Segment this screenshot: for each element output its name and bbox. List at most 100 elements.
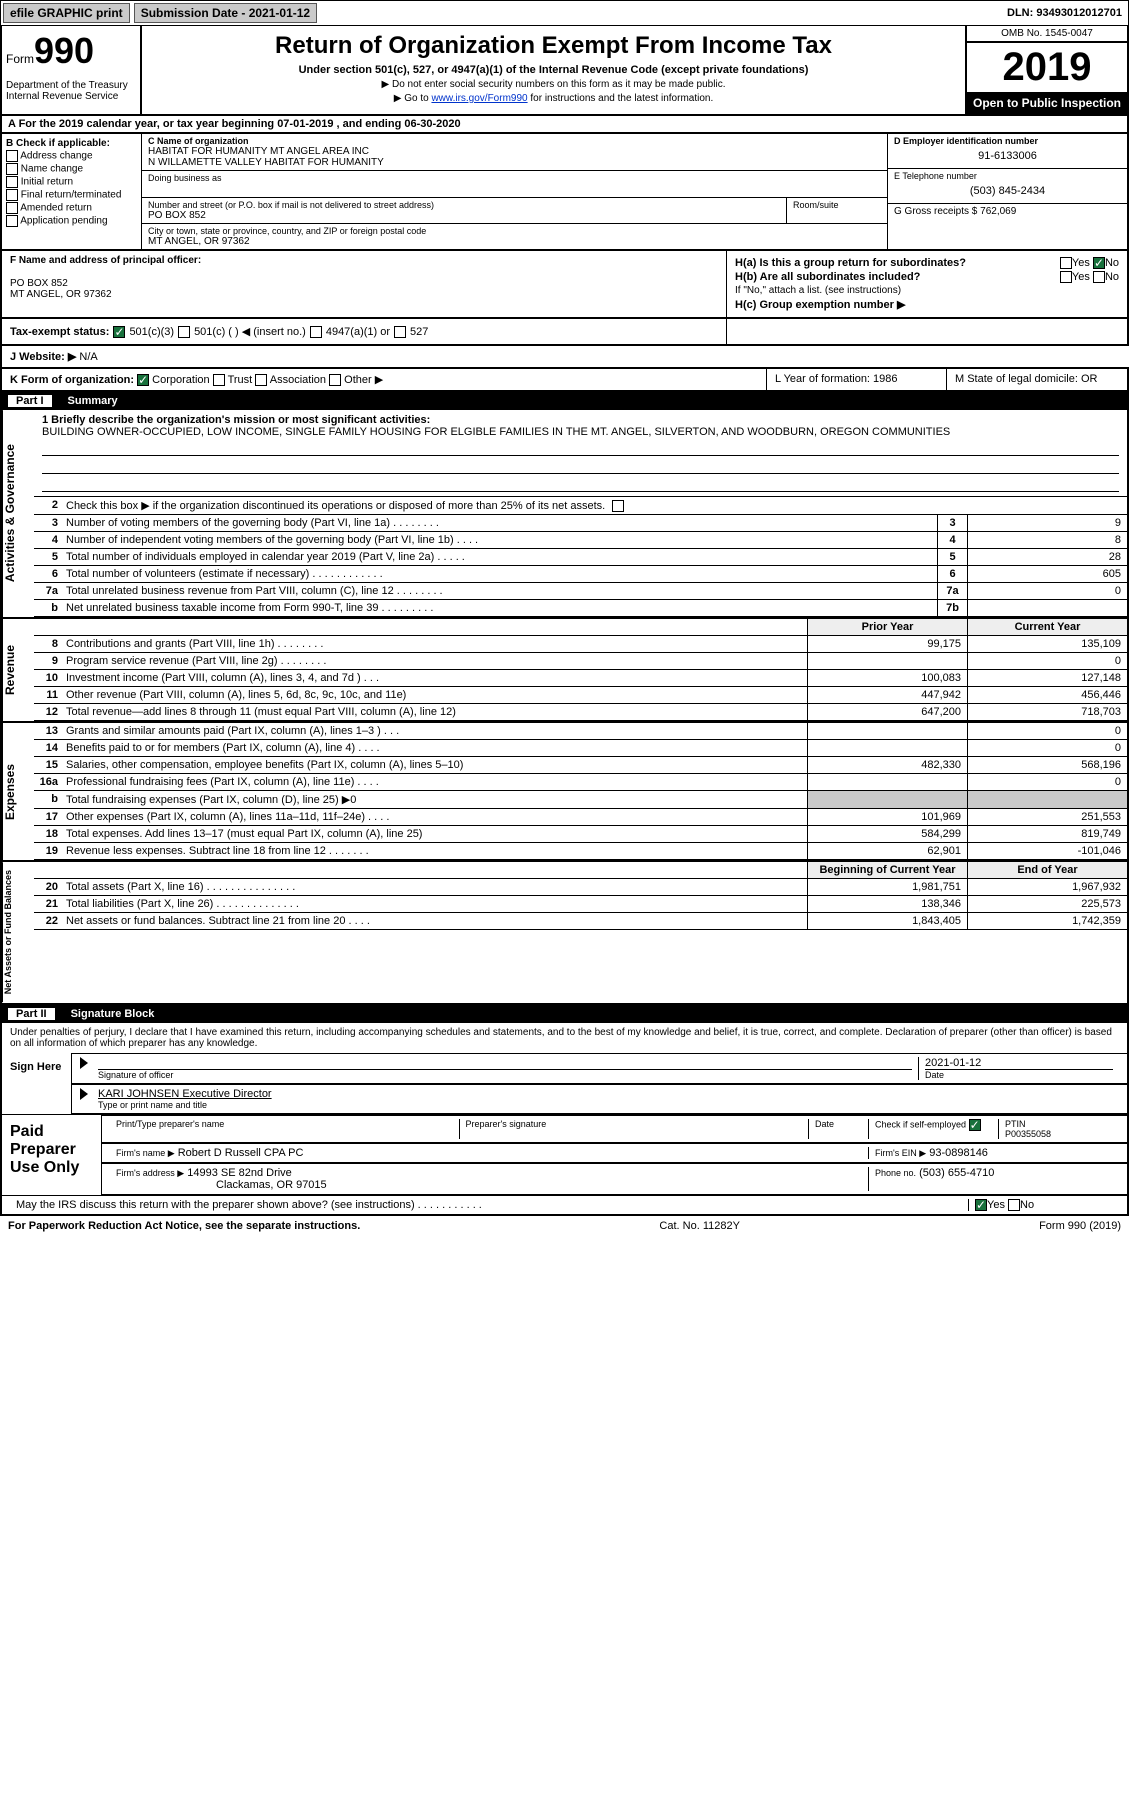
checkbox-address-change[interactable] <box>6 150 18 162</box>
other-label: Other ▶ <box>344 374 383 386</box>
checkbox-amended[interactable] <box>6 202 18 214</box>
arrow-icon-2 <box>80 1088 88 1100</box>
l17c: 251,553 <box>967 809 1127 825</box>
4947-checkbox[interactable] <box>310 326 322 338</box>
501c3-checkbox[interactable] <box>113 326 125 338</box>
ha-no-checkbox[interactable] <box>1093 257 1105 269</box>
l14c: 0 <box>967 740 1127 756</box>
line2-checkbox[interactable] <box>612 500 624 512</box>
l13n: 13 <box>34 723 62 739</box>
l22c: 1,742,359 <box>967 913 1127 929</box>
irs-link[interactable]: www.irs.gov/Form990 <box>431 93 527 104</box>
assoc-label: Association <box>270 374 326 386</box>
l3d: Number of voting members of the governin… <box>62 515 937 531</box>
section-bcd-grid: B Check if applicable: Address change Na… <box>0 134 1129 251</box>
firm-addr-label: Firm's address ▶ <box>116 1168 184 1178</box>
501c-checkbox[interactable] <box>178 326 190 338</box>
l15d: Salaries, other compensation, employee b… <box>62 757 807 773</box>
checkbox-app-pending[interactable] <box>6 215 18 227</box>
no-label2: No <box>1105 271 1119 283</box>
l4b: 4 <box>937 532 967 548</box>
efile-print-button[interactable]: efile GRAPHIC print <box>3 3 130 23</box>
cb-final-label: Final return/terminated <box>21 190 122 201</box>
irs-no-checkbox[interactable] <box>1008 1199 1020 1211</box>
corp-label: Corporation <box>152 374 209 386</box>
sidebar-activities: Activities & Governance <box>2 410 34 617</box>
officer-addr1: PO BOX 852 <box>10 278 718 289</box>
hb-no-checkbox[interactable] <box>1093 271 1105 283</box>
l11c: 456,446 <box>967 687 1127 703</box>
irs-yes-checkbox[interactable] <box>975 1199 987 1211</box>
l20p: 1,981,751 <box>807 879 967 895</box>
room-label: Room/suite <box>787 198 887 223</box>
part-2-num: Part II <box>8 1008 55 1020</box>
l8c: 135,109 <box>967 636 1127 652</box>
l3b: 3 <box>937 515 967 531</box>
l22d: Net assets or fund balances. Subtract li… <box>62 913 807 929</box>
sign-here-label: Sign Here <box>2 1053 72 1114</box>
form-word: Form <box>6 52 34 66</box>
l14p <box>807 740 967 756</box>
footer-left: For Paperwork Reduction Act Notice, see … <box>8 1220 360 1232</box>
instr2-pre: ▶ Go to <box>394 93 432 104</box>
part-1-num: Part I <box>8 395 52 407</box>
dba-label: Doing business as <box>148 173 881 183</box>
l13c: 0 <box>967 723 1127 739</box>
l21d: Total liabilities (Part X, line 26) . . … <box>62 896 807 912</box>
checkbox-final-return[interactable] <box>6 189 18 201</box>
trust-label: Trust <box>228 374 253 386</box>
print-name-label: Print/Type preparer's name <box>110 1119 460 1139</box>
l5n: 5 <box>34 549 62 565</box>
prep-phone-label: Phone no. <box>875 1168 916 1178</box>
top-bar: efile GRAPHIC print Submission Date - 20… <box>0 0 1129 26</box>
l12d: Total revenue—add lines 8 through 11 (mu… <box>62 704 807 720</box>
name-label: C Name of organization <box>148 136 881 146</box>
l18c: 819,749 <box>967 826 1127 842</box>
checkbox-initial-return[interactable] <box>6 176 18 188</box>
other-checkbox[interactable] <box>329 374 341 386</box>
hb-note: If "No," attach a list. (see instruction… <box>735 285 1119 296</box>
part-1-header: Part I Summary <box>0 392 1129 410</box>
org-name-1: HABITAT FOR HUMANITY MT ANGEL AREA INC <box>148 146 881 157</box>
arrow-icon <box>80 1057 88 1069</box>
l16bd: Total fundraising expenses (Part IX, col… <box>62 791 807 808</box>
self-emp-label: Check if self-employed <box>875 1119 966 1129</box>
l20n: 20 <box>34 879 62 895</box>
department-label: Department of the Treasury Internal Reve… <box>6 80 136 102</box>
self-emp-checkbox[interactable] <box>969 1119 981 1131</box>
l16ap <box>807 774 967 790</box>
row-a-tax-year: A For the 2019 calendar year, or tax yea… <box>0 116 1129 134</box>
l17d: Other expenses (Part IX, column (A), lin… <box>62 809 807 825</box>
form-number: 990 <box>34 30 94 72</box>
mission-text: BUILDING OWNER-OCCUPIED, LOW INCOME, SIN… <box>42 426 1119 438</box>
checkbox-name-change[interactable] <box>6 163 18 175</box>
page-footer: For Paperwork Reduction Act Notice, see … <box>0 1216 1129 1236</box>
corp-checkbox[interactable] <box>137 374 149 386</box>
ha-yes-checkbox[interactable] <box>1060 257 1072 269</box>
instr2-post: for instructions and the latest informat… <box>528 93 714 104</box>
dln-label: DLN: 93493012012701 <box>1001 5 1128 21</box>
4947-label: 4947(a)(1) or <box>326 326 390 338</box>
street-value: PO BOX 852 <box>148 210 780 221</box>
signature-block: Under penalties of perjury, I declare th… <box>0 1023 1129 1216</box>
527-checkbox[interactable] <box>394 326 406 338</box>
omb-number: OMB No. 1545-0047 <box>967 26 1127 43</box>
officer-name: KARI JOHNSEN Executive Director <box>98 1088 1113 1100</box>
city-label: City or town, state or province, country… <box>148 226 881 236</box>
l10d: Investment income (Part VIII, column (A)… <box>62 670 807 686</box>
hb-yes-checkbox[interactable] <box>1060 271 1072 283</box>
footer-mid: Cat. No. 11282Y <box>659 1220 740 1232</box>
l17p: 101,969 <box>807 809 967 825</box>
cb-addr-label: Address change <box>20 151 92 162</box>
l13p <box>807 723 967 739</box>
tax-exempt-row: Tax-exempt status: 501(c)(3) 501(c) ( ) … <box>0 319 1129 346</box>
sidebar-revenue: Revenue <box>2 619 34 721</box>
l5d: Total number of individuals employed in … <box>62 549 937 565</box>
l7bd: Net unrelated business taxable income fr… <box>62 600 937 616</box>
part-2-header: Part II Signature Block <box>0 1005 1129 1023</box>
assoc-checkbox[interactable] <box>255 374 267 386</box>
org-name-2: N WILLAMETTE VALLEY HABITAT FOR HUMANITY <box>148 157 881 168</box>
irs-no-label: No <box>1020 1199 1034 1211</box>
l4d: Number of independent voting members of … <box>62 532 937 548</box>
trust-checkbox[interactable] <box>213 374 225 386</box>
